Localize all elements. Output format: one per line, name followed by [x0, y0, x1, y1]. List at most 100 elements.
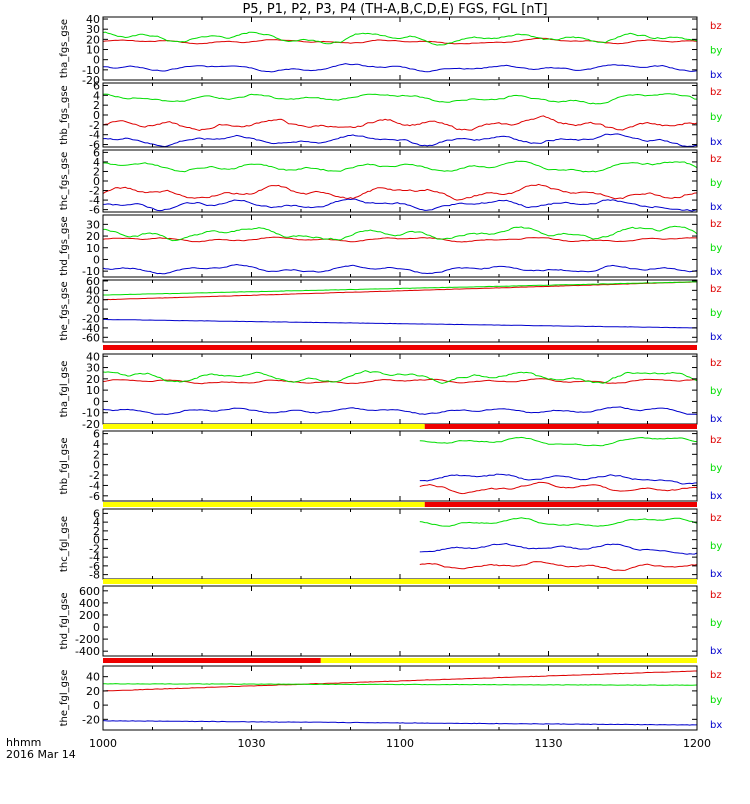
y-tick-label: 0	[93, 699, 100, 712]
series-bz-line	[102, 183, 698, 201]
y-tick-label: 40	[86, 13, 100, 26]
legend-bx: bx	[710, 646, 722, 657]
y-tick-label: 20	[86, 294, 100, 307]
y-tick-label: 20	[86, 685, 100, 698]
x-axis: 1000 1030 1100 1130 1200	[89, 737, 711, 750]
y-tick-label: 4	[93, 516, 100, 529]
y-axis-label: thd_fgs_gse	[59, 216, 70, 275]
chart-title: P5, P1, P2, P3, P4 (TH-A,B,C,D,E) FGS, F…	[242, 2, 547, 17]
flag-bar	[103, 424, 697, 429]
y-axis-label: thb_fgs_gse	[59, 85, 70, 144]
y-tick-label: -2	[89, 469, 100, 482]
y-tick-label: 400	[79, 597, 100, 610]
flag-segment-yellow	[103, 579, 697, 584]
legend-bz: bz	[710, 284, 722, 295]
y-tick-label: -4	[89, 551, 100, 564]
panel-frame	[102, 82, 698, 148]
legend-bx: bx	[710, 414, 722, 425]
series-bx-line	[103, 318, 698, 329]
y-tick-label: 0	[93, 395, 100, 408]
legend-by: by	[710, 618, 722, 629]
legend-bx: bx	[710, 491, 722, 502]
flag-bar	[103, 345, 697, 350]
flag-bars	[103, 345, 697, 663]
y-tick-label: -2	[89, 185, 100, 198]
y-tick-label: -10	[82, 407, 100, 420]
legend-bz: bz	[710, 154, 722, 165]
panel-frame	[102, 149, 698, 213]
y-tick-label: 40	[86, 350, 100, 363]
y-tick-label: -20	[82, 418, 100, 431]
y-axis-label: thc_fgs_gse	[59, 152, 70, 211]
legend-by: by	[710, 46, 722, 57]
x-tick-label: 1000	[89, 737, 117, 750]
y-tick-label: -400	[75, 645, 100, 658]
series-by-line	[102, 683, 698, 686]
series-by-line	[102, 31, 698, 46]
series-bx-line	[419, 542, 698, 555]
y-tick-label: 2	[93, 165, 100, 178]
legend-bx: bx	[710, 720, 722, 731]
series-by-line	[419, 436, 698, 447]
y-tick-label: 0	[93, 534, 100, 547]
legend-bz: bz	[710, 358, 722, 369]
y-tick-label: -6	[89, 560, 100, 573]
y-tick-label: 30	[86, 23, 100, 36]
y-tick-label: 4	[93, 438, 100, 451]
series-by-line	[102, 160, 698, 173]
y-tick-label: 4	[93, 89, 100, 102]
y-axis-label: tha_fgs_gse	[59, 19, 70, 78]
y-tick-label: 20	[86, 230, 100, 243]
flag-bar	[103, 502, 697, 507]
y-tick-label: -6	[89, 204, 100, 217]
x-axis-date-label: 2016 Mar 14	[6, 748, 76, 761]
y-tick-label: 6	[93, 428, 100, 441]
y-axis-label: thb_fgl_gse	[59, 438, 70, 495]
y-tick-label: -8	[89, 569, 100, 582]
y-tick-label: -6	[89, 490, 100, 503]
y-tick-label: 30	[86, 218, 100, 231]
y-axis-label: the_fgs_gse	[59, 281, 70, 340]
y-tick-label: -40	[82, 322, 100, 335]
y-tick-label: 4	[93, 156, 100, 169]
y-tick-label: 60	[86, 275, 100, 288]
y-tick-label: 0	[93, 175, 100, 188]
y-tick-label: -20	[82, 713, 100, 726]
legend-by: by	[710, 308, 722, 319]
panel-frame	[102, 279, 698, 343]
series-by-line	[102, 93, 698, 105]
legend-bz: bz	[710, 590, 722, 601]
legend-by: by	[710, 386, 722, 397]
legend-bz: bz	[710, 21, 722, 32]
y-tick-label: -200	[75, 633, 100, 646]
series-bz-line	[102, 670, 697, 692]
y-tick-label: -20	[82, 313, 100, 326]
y-tick-label: 0	[93, 54, 100, 67]
series-by-line	[103, 225, 698, 242]
legend-bx: bx	[710, 70, 722, 81]
x-tick-label: 1130	[535, 737, 563, 750]
series-bx-line	[102, 198, 698, 212]
series-bz-line	[419, 561, 698, 571]
legend-bz: bz	[710, 513, 722, 524]
flag-segment-red	[424, 502, 697, 507]
series-bx-line	[102, 133, 698, 148]
legend-bz: bz	[710, 670, 722, 681]
legend-bx: bx	[710, 202, 722, 213]
series-bx-line	[102, 406, 698, 415]
y-tick-label: 10	[86, 384, 100, 397]
flag-segment-red	[424, 424, 697, 429]
y-tick-label: 6	[93, 146, 100, 159]
series-bz-line	[102, 236, 697, 243]
legend-bx: bx	[710, 569, 722, 580]
x-tick-label: 1200	[683, 737, 711, 750]
y-tick-label: 0	[93, 621, 100, 634]
